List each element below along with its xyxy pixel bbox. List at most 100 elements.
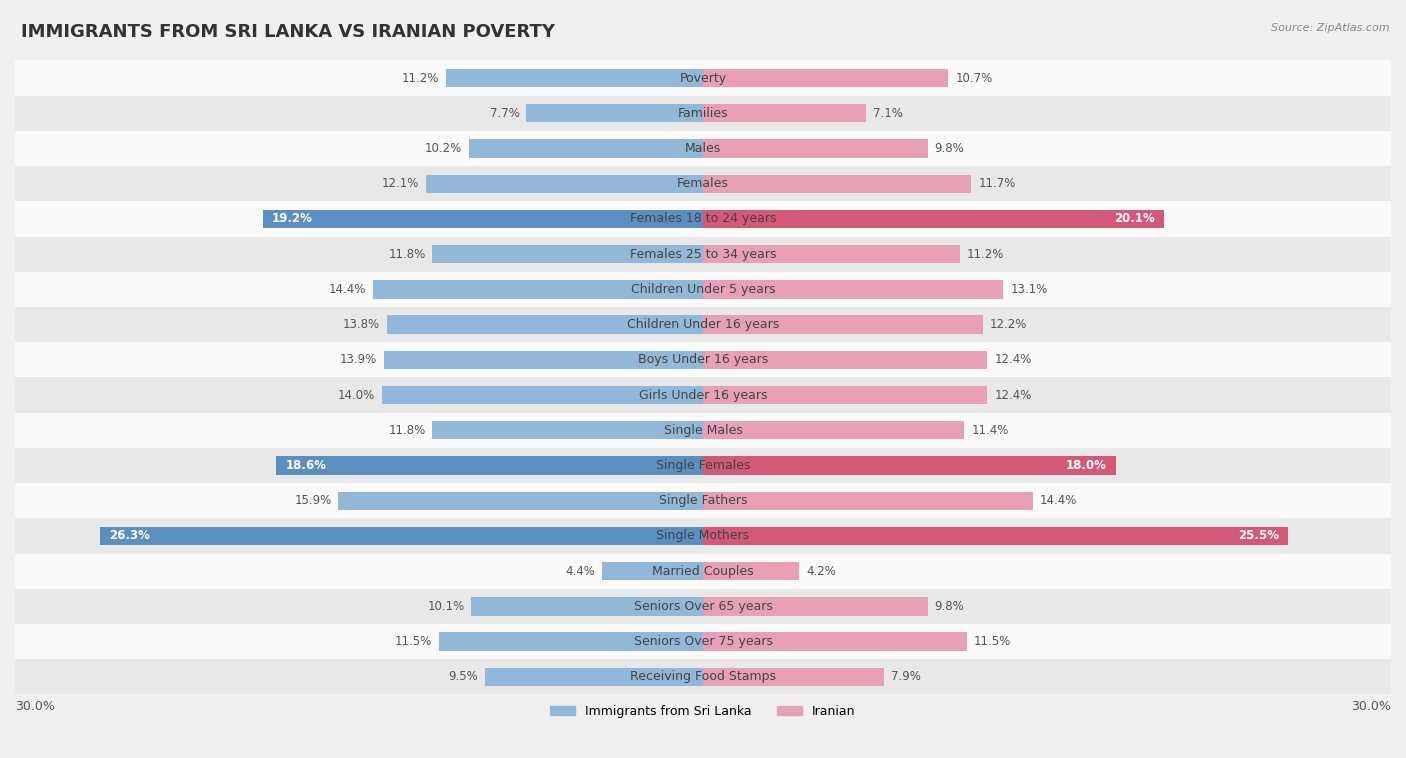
Bar — [703, 69, 949, 87]
Bar — [703, 245, 960, 263]
Text: Single Females: Single Females — [655, 459, 751, 472]
Bar — [15, 659, 1391, 694]
Text: 11.2%: 11.2% — [967, 248, 1004, 261]
Bar — [15, 342, 1391, 377]
Text: Children Under 16 years: Children Under 16 years — [627, 318, 779, 331]
Bar — [339, 491, 703, 510]
Text: 4.2%: 4.2% — [806, 565, 837, 578]
Text: 15.9%: 15.9% — [294, 494, 332, 507]
Bar — [387, 315, 703, 334]
Text: 7.9%: 7.9% — [891, 670, 921, 683]
Bar — [384, 351, 703, 369]
Bar — [439, 632, 703, 650]
Text: 7.1%: 7.1% — [873, 107, 903, 120]
Bar — [426, 174, 703, 193]
Text: Boys Under 16 years: Boys Under 16 years — [638, 353, 768, 366]
Text: Females 18 to 24 years: Females 18 to 24 years — [630, 212, 776, 225]
Bar — [703, 386, 987, 404]
Bar — [433, 421, 703, 440]
Bar — [703, 562, 800, 581]
Bar — [703, 597, 928, 615]
Bar — [15, 61, 1391, 96]
Bar — [526, 104, 703, 123]
Bar — [703, 491, 1033, 510]
Bar — [15, 307, 1391, 342]
Bar — [485, 668, 703, 686]
Bar — [602, 562, 703, 581]
Bar — [703, 174, 972, 193]
Bar — [15, 236, 1391, 272]
Bar — [15, 377, 1391, 412]
Text: IMMIGRANTS FROM SRI LANKA VS IRANIAN POVERTY: IMMIGRANTS FROM SRI LANKA VS IRANIAN POV… — [21, 23, 555, 41]
Text: 13.1%: 13.1% — [1011, 283, 1047, 296]
Text: 10.7%: 10.7% — [955, 71, 993, 85]
Text: 20.1%: 20.1% — [1114, 212, 1154, 225]
Bar — [703, 527, 1288, 545]
Bar — [15, 131, 1391, 166]
Text: Single Males: Single Males — [664, 424, 742, 437]
Text: 25.5%: 25.5% — [1237, 529, 1278, 543]
Text: 14.0%: 14.0% — [337, 389, 375, 402]
Bar — [15, 166, 1391, 202]
Bar — [703, 421, 965, 440]
Text: 30.0%: 30.0% — [15, 700, 55, 713]
Text: Poverty: Poverty — [679, 71, 727, 85]
Text: 10.1%: 10.1% — [427, 600, 464, 613]
Text: Source: ZipAtlas.com: Source: ZipAtlas.com — [1271, 23, 1389, 33]
Text: Seniors Over 75 years: Seniors Over 75 years — [634, 635, 772, 648]
Bar — [703, 104, 866, 123]
Text: 30.0%: 30.0% — [1351, 700, 1391, 713]
Bar — [15, 96, 1391, 131]
Text: Families: Families — [678, 107, 728, 120]
Bar — [263, 210, 703, 228]
Text: 12.4%: 12.4% — [994, 389, 1032, 402]
Legend: Immigrants from Sri Lanka, Iranian: Immigrants from Sri Lanka, Iranian — [546, 700, 860, 723]
Text: 10.2%: 10.2% — [425, 142, 463, 155]
Bar — [433, 245, 703, 263]
Text: 9.8%: 9.8% — [935, 142, 965, 155]
Bar — [703, 351, 987, 369]
Bar — [382, 386, 703, 404]
Text: 18.0%: 18.0% — [1066, 459, 1107, 472]
Bar — [15, 589, 1391, 624]
Bar — [703, 315, 983, 334]
Text: 11.5%: 11.5% — [395, 635, 433, 648]
Text: Females: Females — [678, 177, 728, 190]
Bar — [446, 69, 703, 87]
Bar — [703, 632, 967, 650]
Text: 9.5%: 9.5% — [449, 670, 478, 683]
Text: 11.4%: 11.4% — [972, 424, 1008, 437]
Text: Single Fathers: Single Fathers — [659, 494, 747, 507]
Text: 18.6%: 18.6% — [285, 459, 326, 472]
Bar — [15, 202, 1391, 236]
Bar — [703, 280, 1004, 299]
Bar — [373, 280, 703, 299]
Bar — [100, 527, 703, 545]
Text: Children Under 5 years: Children Under 5 years — [631, 283, 775, 296]
Bar — [15, 553, 1391, 589]
Bar — [703, 139, 928, 158]
Bar — [15, 483, 1391, 518]
Text: 12.1%: 12.1% — [381, 177, 419, 190]
Text: Seniors Over 65 years: Seniors Over 65 years — [634, 600, 772, 613]
Text: Males: Males — [685, 142, 721, 155]
Bar — [470, 139, 703, 158]
Text: 9.8%: 9.8% — [935, 600, 965, 613]
Text: 26.3%: 26.3% — [110, 529, 150, 543]
Bar — [15, 272, 1391, 307]
Text: 11.8%: 11.8% — [388, 248, 426, 261]
Text: 14.4%: 14.4% — [329, 283, 366, 296]
Text: 11.7%: 11.7% — [979, 177, 1015, 190]
Text: 12.4%: 12.4% — [994, 353, 1032, 366]
Bar — [277, 456, 703, 475]
Text: 11.8%: 11.8% — [388, 424, 426, 437]
Text: Single Mothers: Single Mothers — [657, 529, 749, 543]
Text: Receiving Food Stamps: Receiving Food Stamps — [630, 670, 776, 683]
Text: 7.7%: 7.7% — [489, 107, 520, 120]
Text: Girls Under 16 years: Girls Under 16 years — [638, 389, 768, 402]
Bar — [15, 624, 1391, 659]
Bar — [703, 668, 884, 686]
Text: Females 25 to 34 years: Females 25 to 34 years — [630, 248, 776, 261]
Bar — [15, 412, 1391, 448]
Text: Married Couples: Married Couples — [652, 565, 754, 578]
